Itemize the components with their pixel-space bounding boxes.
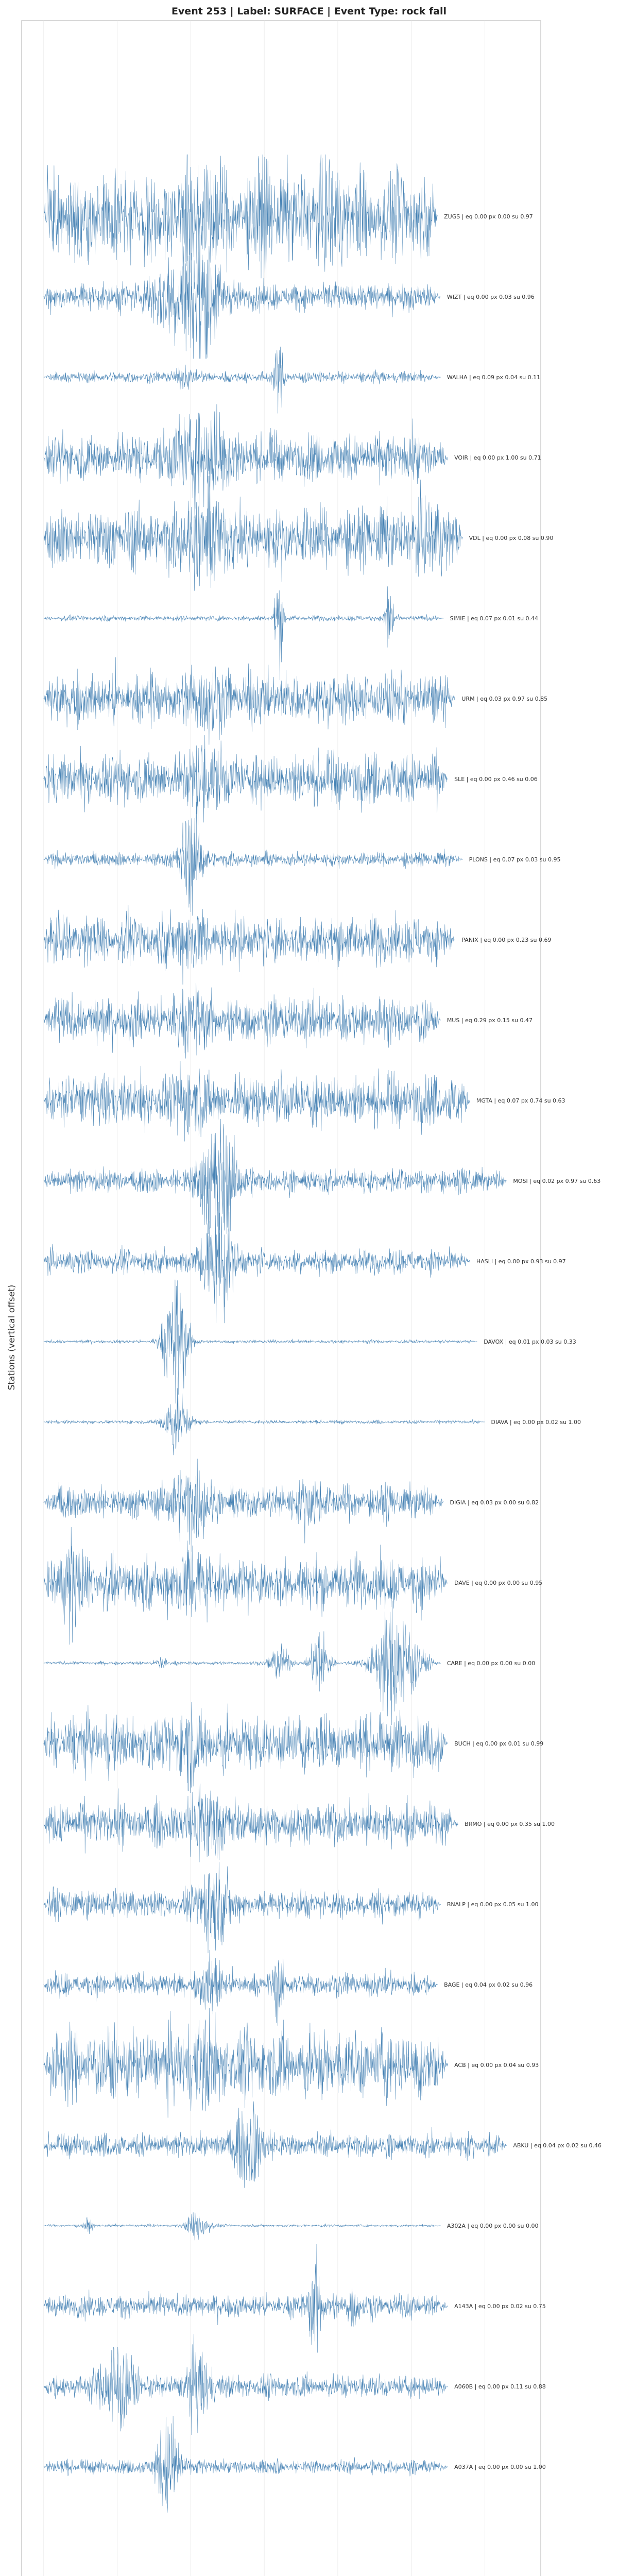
- station-traces: [43, 154, 507, 2513]
- station-label: A143A | eq 0.00 px 0.02 su 0.75: [454, 2303, 546, 2310]
- station-trace: [43, 2334, 448, 2435]
- station-trace: [43, 476, 463, 591]
- station-trace: [43, 1459, 444, 1552]
- station-label: CARE | eq 0.00 px 0.00 su 0.00: [447, 1660, 535, 1667]
- station-label: URM | eq 0.03 px 0.97 su 0.85: [461, 696, 547, 702]
- station-label: A037A | eq 0.00 px 0.00 su 1.00: [454, 2464, 546, 2470]
- station-label: ABKU | eq 0.04 px 0.02 su 0.46: [513, 2142, 602, 2149]
- station-trace: [43, 905, 456, 985]
- station-label: MGTA | eq 0.07 px 0.74 su 0.63: [476, 1097, 565, 1104]
- station-label: DAVE | eq 0.00 px 0.00 su 0.95: [454, 1580, 542, 1586]
- station-trace: [43, 2416, 448, 2513]
- station-label: MUS | eq 0.29 px 0.15 su 0.47: [447, 1017, 533, 1024]
- station-label: BRMO | eq 0.00 px 0.35 su 1.00: [465, 1821, 555, 1827]
- station-label: ACB | eq 0.00 px 0.04 su 0.93: [454, 2062, 539, 2069]
- station-label: PANIX | eq 0.00 px 0.23 su 0.69: [461, 937, 551, 943]
- station-label: VOIR | eq 0.00 px 1.00 su 0.71: [454, 454, 541, 461]
- station-trace: [43, 346, 441, 414]
- station-trace: [43, 1950, 438, 2026]
- station-trace: [43, 1377, 485, 1455]
- station-label: DAVOX | eq 0.01 px 0.03 su 0.33: [484, 1338, 576, 1345]
- chart-title: Event 253 | Label: SURFACE | Event Type:…: [171, 6, 447, 17]
- station-trace: [43, 1201, 470, 1324]
- station-label: PLONS | eq 0.07 px 0.03 su 0.95: [469, 856, 561, 863]
- station-trace: [43, 1118, 507, 1234]
- station-trace: [43, 2212, 441, 2241]
- station-trace: [43, 2244, 448, 2353]
- station-trace: [43, 735, 448, 825]
- station-label: BNALP | eq 0.00 px 0.05 su 1.00: [447, 1901, 539, 1908]
- station-trace: [43, 1061, 470, 1142]
- station-label: SLE | eq 0.00 px 0.46 su 0.06: [454, 776, 538, 783]
- station-label: DIGIA | eq 0.03 px 0.00 su 0.82: [450, 1499, 539, 1506]
- station-trace: [43, 983, 441, 1059]
- station-label: SIMIE | eq 0.07 px 0.01 su 0.44: [450, 615, 539, 622]
- station-trace: [43, 2101, 507, 2188]
- station-trace: [43, 586, 444, 681]
- station-label: BUCH | eq 0.00 px 0.01 su 0.99: [454, 1740, 543, 1747]
- station-trace: [43, 1279, 477, 1404]
- station-label: DIAVA | eq 0.00 px 0.02 su 1.00: [491, 1419, 581, 1426]
- station-label: VDL | eq 0.00 px 0.08 su 0.90: [469, 535, 554, 541]
- station-trace: [43, 1862, 441, 1954]
- y-axis-label: Stations (vertical offset): [7, 1285, 17, 1391]
- station-trace: [43, 657, 456, 745]
- station-trace: [43, 404, 448, 518]
- station-trace: [43, 1601, 441, 1725]
- station-label: A060B | eq 0.00 px 0.11 su 0.88: [454, 2383, 546, 2390]
- station-label: WALHA | eq 0.09 px 0.04 su 0.11: [447, 374, 540, 381]
- station-label: ZUGS | eq 0.00 px 0.00 su 0.97: [444, 213, 533, 220]
- axes-frame: [21, 20, 541, 2576]
- station-trace: [43, 154, 438, 279]
- station-label: A302A | eq 0.00 px 0.00 su 0.00: [447, 2223, 539, 2229]
- station-trace: [43, 234, 441, 359]
- station-label: BAGE | eq 0.04 px 0.02 su 0.96: [444, 1981, 533, 1988]
- station-label: WIZT | eq 0.00 px 0.03 su 0.96: [447, 294, 535, 300]
- station-label: HASLI | eq 0.00 px 0.93 su 0.97: [476, 1258, 566, 1265]
- station-trace: [43, 2008, 448, 2118]
- station-trace: [43, 1783, 458, 1862]
- station-labels: ZUGS | eq 0.00 px 0.00 su 0.97 WIZT | eq …: [444, 213, 602, 2470]
- station-trace: [43, 1527, 448, 1645]
- station-trace: [43, 802, 463, 916]
- station-trace: [43, 1702, 448, 1793]
- station-label: MOSI | eq 0.02 px 0.97 su 0.63: [513, 1178, 600, 1184]
